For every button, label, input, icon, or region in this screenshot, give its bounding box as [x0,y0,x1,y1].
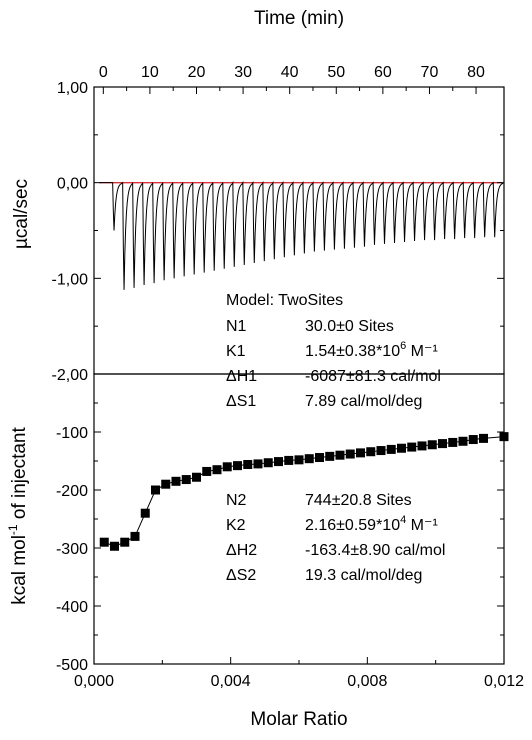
top-x-tick-label: 20 [188,64,206,81]
data-point [386,444,396,454]
data-point [397,443,406,453]
data-point [458,436,468,446]
data-point [192,472,201,482]
data-point [181,475,191,485]
data-point [345,449,355,459]
data-point [284,455,294,465]
data-point [448,437,458,447]
data-point [202,466,212,476]
top-y-tick-label: 0,00 [57,176,88,193]
bottom-x-tick-label: 0,004 [211,673,251,690]
bottom-panel: 0,000 0,004 0,008 0,012 -100 -200 -300 -400 -50… [6,373,524,730]
bottom-x-tick-label: 0,008 [347,673,387,690]
data-point [140,508,150,518]
top-thermogram-trace [99,180,504,290]
top-y-tick-label: -1,00 [52,271,89,288]
data-point [294,455,304,465]
top-x-tick-label: 80 [467,64,485,81]
data-point [274,457,283,467]
fit-param-key: ΔH2 [226,542,257,559]
data-point [130,531,140,541]
bottom-x-tick-label: 0,012 [484,673,524,690]
bottom-y-title-main: kcal mol [9,535,30,605]
top-x-tick-label: 50 [327,64,345,81]
top-y-tick-label: 1,00 [57,80,88,97]
data-point [263,458,273,468]
bottom-x-axis-title: Molar Ratio [250,709,347,730]
fit-param-key: K2 [226,517,246,534]
bottom-y-tick-label: -100 [56,425,88,442]
data-point [366,447,376,457]
data-point [315,453,324,463]
top-x-tick-label: 70 [421,64,439,81]
fit-param-value: 2.16±0.59*104 M⁻¹ [305,514,438,534]
fit-param-key: N2 [226,492,247,509]
bottom-y-tick-label: -300 [56,541,88,558]
data-point [479,433,488,443]
data-point [171,476,181,486]
fit-param-key: ΔS2 [226,567,256,584]
fit-param-value: -163.4±8.90 cal/mol [305,542,445,559]
top-x-tick-label: 40 [281,64,299,81]
data-point [233,461,242,471]
fit-param-value: -6087±81.3 cal/mol [305,368,441,385]
data-point [99,537,109,547]
top-x-tick-label: 0 [99,64,108,81]
fit-param-key: ΔS1 [226,393,256,410]
data-point [110,541,119,551]
data-point [407,442,417,452]
top-x-tick-label: 10 [141,64,159,81]
data-point [161,479,171,489]
fit-param-value: 7.89 cal/mol/deg [305,393,422,410]
bottom-y-title-sup: -1 [6,524,20,535]
top-x-tick-label: 30 [234,64,252,81]
data-point [427,440,437,450]
data-point [438,439,447,449]
data-point [335,450,345,460]
top-panel: 0 10 20 30 40 50 60 70 80 1,00 0,00 -1,00 -2,00 Tim… [11,8,505,384]
data-point [417,441,427,451]
bottom-x-tick-label: 0,000 [74,673,114,690]
fit-param-value: 19.3 cal/mol/deg [305,567,422,584]
top-x-axis-title: Time (min) [254,8,344,29]
fit-param-key: N1 [226,318,247,335]
model-label: Model: TwoSites [226,292,343,309]
fit-param-value: 744±20.8 Sites [305,492,412,509]
data-point [151,485,160,495]
data-point [356,448,365,458]
data-point [212,465,222,475]
data-point [468,435,478,445]
data-point [243,459,253,469]
data-point [304,454,314,464]
data-point [499,432,509,442]
fit-parameters: Model: TwoSites N1 30.0±0 Sites K1 1.54±0.3… [226,292,445,584]
data-point [376,446,386,456]
fit-param-value: 1.54±0.38*106 M⁻¹ [305,340,438,360]
data-point [120,537,130,547]
data-point [325,451,335,461]
fit-param-key: K1 [226,343,246,360]
fit-param-key: ΔH1 [226,368,257,385]
top-y-axis-title: µcal/sec [11,179,32,249]
bottom-y-axis-title: kcal mol-1 of injectant [6,427,30,605]
top-y-tick-label: -2,00 [52,367,89,384]
data-point [253,459,263,469]
bottom-plot-frame [93,373,505,665]
fit-param-value: 30.0±0 Sites [305,318,394,335]
bottom-y-tick-label: -500 [56,657,88,674]
bottom-y-tick-label: -400 [56,599,88,616]
top-x-tick-label: 60 [374,64,392,81]
bottom-y-tick-label: -200 [56,483,88,500]
data-point [222,462,232,472]
bottom-y-title-rest: of injectant [9,427,30,525]
